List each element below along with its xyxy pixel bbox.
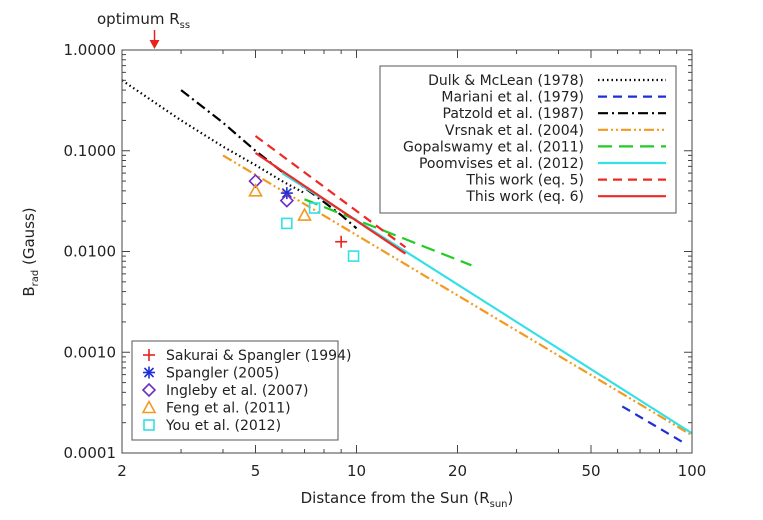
legend-markers-box xyxy=(131,340,339,441)
annotation-label: optimum Rss xyxy=(97,10,190,31)
legend-marker-sakurai-spangler-1994 xyxy=(143,349,155,361)
y-tick-label: 1.0000 xyxy=(64,41,117,59)
series-this-work-eq-5 xyxy=(254,135,407,249)
marker-you-et-al-2012 xyxy=(281,217,293,230)
legend-marker-spangler-2005 xyxy=(143,366,155,379)
series-mariani-et-al-1979 xyxy=(621,405,686,445)
legend-lines: Dulk & McLean (1978)Mariani et al. (1979… xyxy=(379,65,677,214)
x-tick-label: 100 xyxy=(678,462,707,480)
marker-ingleby-et-al-2007 xyxy=(248,173,263,189)
legend-marker-you-et-al-2012 xyxy=(143,419,155,431)
legend-label-dulk-mclean-1978: Dulk & McLean (1978) xyxy=(428,73,584,89)
y-tick-label: 0.0100 xyxy=(64,243,117,261)
y-axis-title: Brad (Gauss) xyxy=(20,207,41,296)
x-tick-label: 50 xyxy=(581,462,600,480)
x-tick-label: 2 xyxy=(117,462,127,480)
legend-marker-feng-et-al-2011 xyxy=(141,399,157,414)
x-tick-label: 5 xyxy=(251,462,261,480)
marker-feng-et-al-2011 xyxy=(297,207,312,221)
marker-you-et-al-2012 xyxy=(347,250,360,262)
legend-label-feng-et-al-2011: Feng et al. (2011) xyxy=(166,401,291,417)
x-tick-label: 10 xyxy=(347,462,366,480)
legend-label-sakurai-spangler-1994: Sakurai & Spangler (1994) xyxy=(166,348,351,364)
series-patzold-et-al-1987 xyxy=(180,89,358,230)
legend-label-poomvises-et-al-2012: Poomvises et al. (2012) xyxy=(419,156,584,172)
marker-sakurai-spangler-1994 xyxy=(335,235,348,248)
marker-you-et-al-2012 xyxy=(308,202,321,214)
series-this-work-eq-6 xyxy=(254,152,407,255)
legend-markers: Sakurai & Spangler (1994) Spangler (2005)… xyxy=(131,340,351,441)
y-tick-label: 0.0010 xyxy=(64,343,117,361)
legend-label-gopalswamy-et-al-2011: Gopalswamy et al. (2011) xyxy=(403,139,584,155)
legend-label-vrsnak-et-al-2004: Vrsnak et al. (2004) xyxy=(445,123,584,139)
series-gopalswamy-et-al-2011 xyxy=(304,198,472,267)
marker-ingleby-et-al-2007 xyxy=(279,193,294,208)
series-dulk-mclean-1978 xyxy=(121,79,306,195)
annotation-arrow-head xyxy=(149,40,160,49)
legend-marker-ingleby-et-al-2007 xyxy=(141,382,157,398)
legend-label-this-work-eq-5: This work (eq. 5) xyxy=(465,173,584,189)
x-axis-title: Distance from the Sun (Rsun) xyxy=(301,489,514,510)
x-tick-label: 20 xyxy=(448,462,467,480)
legend-label-you-et-al-2012: You et al. (2012) xyxy=(165,418,281,434)
legend-label-patzold-et-al-1987: Patzold et al. (1987) xyxy=(443,106,585,122)
marker-spangler-2005 xyxy=(280,187,293,200)
y-tick-label: 0.1000 xyxy=(64,142,117,160)
y-tick-label: 0.0001 xyxy=(64,444,117,462)
legend-label-mariani-et-al-1979: Mariani et al. (1979) xyxy=(441,90,584,106)
legend-label-ingleby-et-al-2007: Ingleby et al. (2007) xyxy=(166,383,309,399)
marker-feng-et-al-2011 xyxy=(248,183,263,197)
legend-lines-box xyxy=(379,65,677,214)
legend-label-this-work-eq-6: This work (eq. 6) xyxy=(465,189,584,205)
series-vrsnak-et-al-2004 xyxy=(222,154,693,437)
optimum-rss-annotation: optimum Rss xyxy=(97,10,190,49)
legend-label-spangler-2005: Spangler (2005) xyxy=(166,366,279,382)
